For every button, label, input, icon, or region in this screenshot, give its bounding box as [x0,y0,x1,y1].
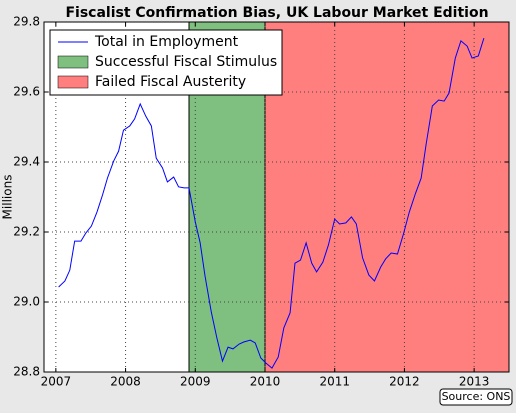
y-tick-label: 29.8 [13,15,40,29]
legend-label: Total in Employment [94,34,239,50]
legend-label: Successful Fiscal Stimulus [95,54,277,70]
y-tick-label: 28.8 [13,365,40,379]
y-tick-label: 29.0 [13,295,40,309]
legend-label: Failed Fiscal Austerity [95,74,246,90]
x-tick-label: 2009 [180,375,211,389]
series-line [58,37,485,369]
chart-title: Fiscalist Confirmation Bias, UK Labour M… [65,5,488,21]
y-tick-label: 29.6 [13,85,40,99]
legend-swatch [57,55,89,69]
x-tick-label: 2010 [250,375,281,389]
span [264,22,509,372]
source-box [439,388,513,406]
x-tick-label: 2007 [41,375,72,389]
x-tick-label: 2012 [389,375,420,389]
x-tick-label: 2011 [319,375,350,389]
y-tick-label: 29.4 [13,155,40,169]
y-tick-label: 29.2 [13,225,40,239]
legend-swatch [57,75,89,89]
y-axis-label: Millions [1,175,15,220]
x-tick-label: 2013 [459,375,490,389]
source-label: Source: ONS [442,390,511,403]
x-tick-label: 2008 [110,375,141,389]
legend-box [49,29,283,96]
plot-frame [43,21,510,373]
